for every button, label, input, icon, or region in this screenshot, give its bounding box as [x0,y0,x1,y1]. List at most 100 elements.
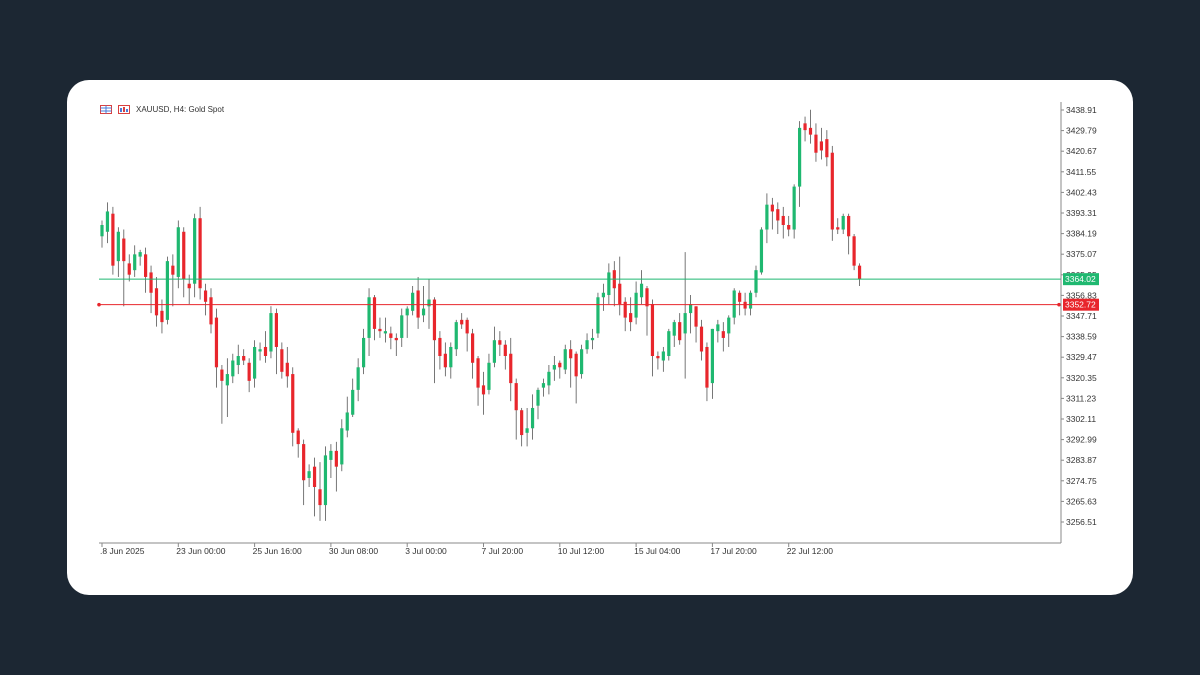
candle [372,295,377,341]
candle-body [214,317,219,368]
grid-icon[interactable] [100,105,112,114]
y-tick-label: 3411.55 [1066,167,1096,177]
candle [612,261,616,307]
candle-body [710,328,714,384]
candle [765,193,769,244]
candle [727,315,731,347]
candle [274,308,278,375]
candle-body [781,215,785,225]
candle [819,127,823,160]
candle-body [857,265,862,280]
candle [334,441,338,492]
candle-body [443,353,447,368]
candle-body [329,450,333,460]
candle [563,344,567,375]
candle [307,464,311,488]
candle [416,276,420,329]
candle-body [263,346,268,357]
candle [285,346,289,388]
candle [525,407,529,447]
candle-body [225,374,229,386]
candle-body [569,349,573,359]
candle [841,213,845,235]
candle [460,313,464,329]
symbol-header: XAUUSD, H4: Gold Spot [100,105,224,114]
candle [552,356,556,381]
y-tick-label: 3420.67 [1066,146,1097,156]
candle-body [133,254,137,271]
candle-body [836,227,840,230]
y-tick-label: 3292.99 [1066,435,1097,445]
bid-price-label-bg [1063,273,1099,286]
candle [569,340,573,388]
price-chart[interactable]: 3438.91 3429.79 3420.67 3411.55 3402.43 3393.… [67,80,1133,595]
candle-body [203,290,208,302]
candle [427,279,431,329]
candle-body [754,270,758,293]
candle-body [716,324,720,332]
candle-body [454,322,458,350]
candle [656,351,660,370]
candle [449,342,453,379]
candle [481,371,486,415]
candle [547,365,551,395]
candle-body [171,265,175,275]
candle-body [536,389,540,406]
candle-body [492,340,496,363]
candle [792,184,796,239]
candle-body [149,272,153,293]
candle-body [830,152,834,230]
x-tick-label: .8 Jun 2025 [100,546,145,556]
candle-body [770,204,774,212]
candle-body [176,227,180,277]
candle-body [590,337,595,341]
candle [345,396,349,438]
candle [154,276,159,327]
candle-body [787,224,791,230]
candle [258,342,262,361]
candle [678,313,682,345]
candle [607,263,611,305]
candle [165,256,169,325]
candle [253,340,257,388]
candle [503,340,507,370]
candle [498,331,502,357]
y-tick-label: 3283.87 [1066,455,1097,465]
candle-body [558,362,562,368]
candle-body [689,304,693,314]
candle [203,283,208,316]
candle [699,319,704,361]
chart-settings-icon[interactable] [118,105,130,114]
candle-body [525,428,529,433]
chart-card: 3438.91 3429.79 3420.67 3411.55 3402.43 3393.… [67,80,1133,595]
x-axis-ticks: .8 Jun 2025 23 Jun 00:00 25 Jun 16:00 30 Ju… [100,543,833,556]
candle-body [601,292,605,298]
candle-body [465,319,469,334]
candle [291,367,295,447]
candle [590,328,595,350]
candle-body [738,292,742,302]
candle-body [759,229,764,273]
candle [296,428,300,458]
candle-body [678,322,682,341]
candle-body [367,297,371,338]
y-tick-label: 3347.71 [1066,311,1097,321]
candle-body [765,204,769,230]
candle-body [405,308,409,316]
candle [231,353,235,384]
candle-body [661,351,665,361]
candle-body [683,313,687,334]
y-tick-label: 3438.91 [1066,105,1097,115]
candle-body [825,139,829,158]
candle [759,227,764,275]
candle [650,299,655,377]
candle-body [285,362,289,377]
candle [302,439,306,506]
candle [149,265,153,314]
x-tick-label: 3 Jul 00:00 [405,546,447,556]
y-tick-label: 3265.63 [1066,496,1097,506]
candle [198,206,202,300]
candle-body [792,186,796,230]
candle-body [699,326,704,352]
candle [242,349,246,366]
